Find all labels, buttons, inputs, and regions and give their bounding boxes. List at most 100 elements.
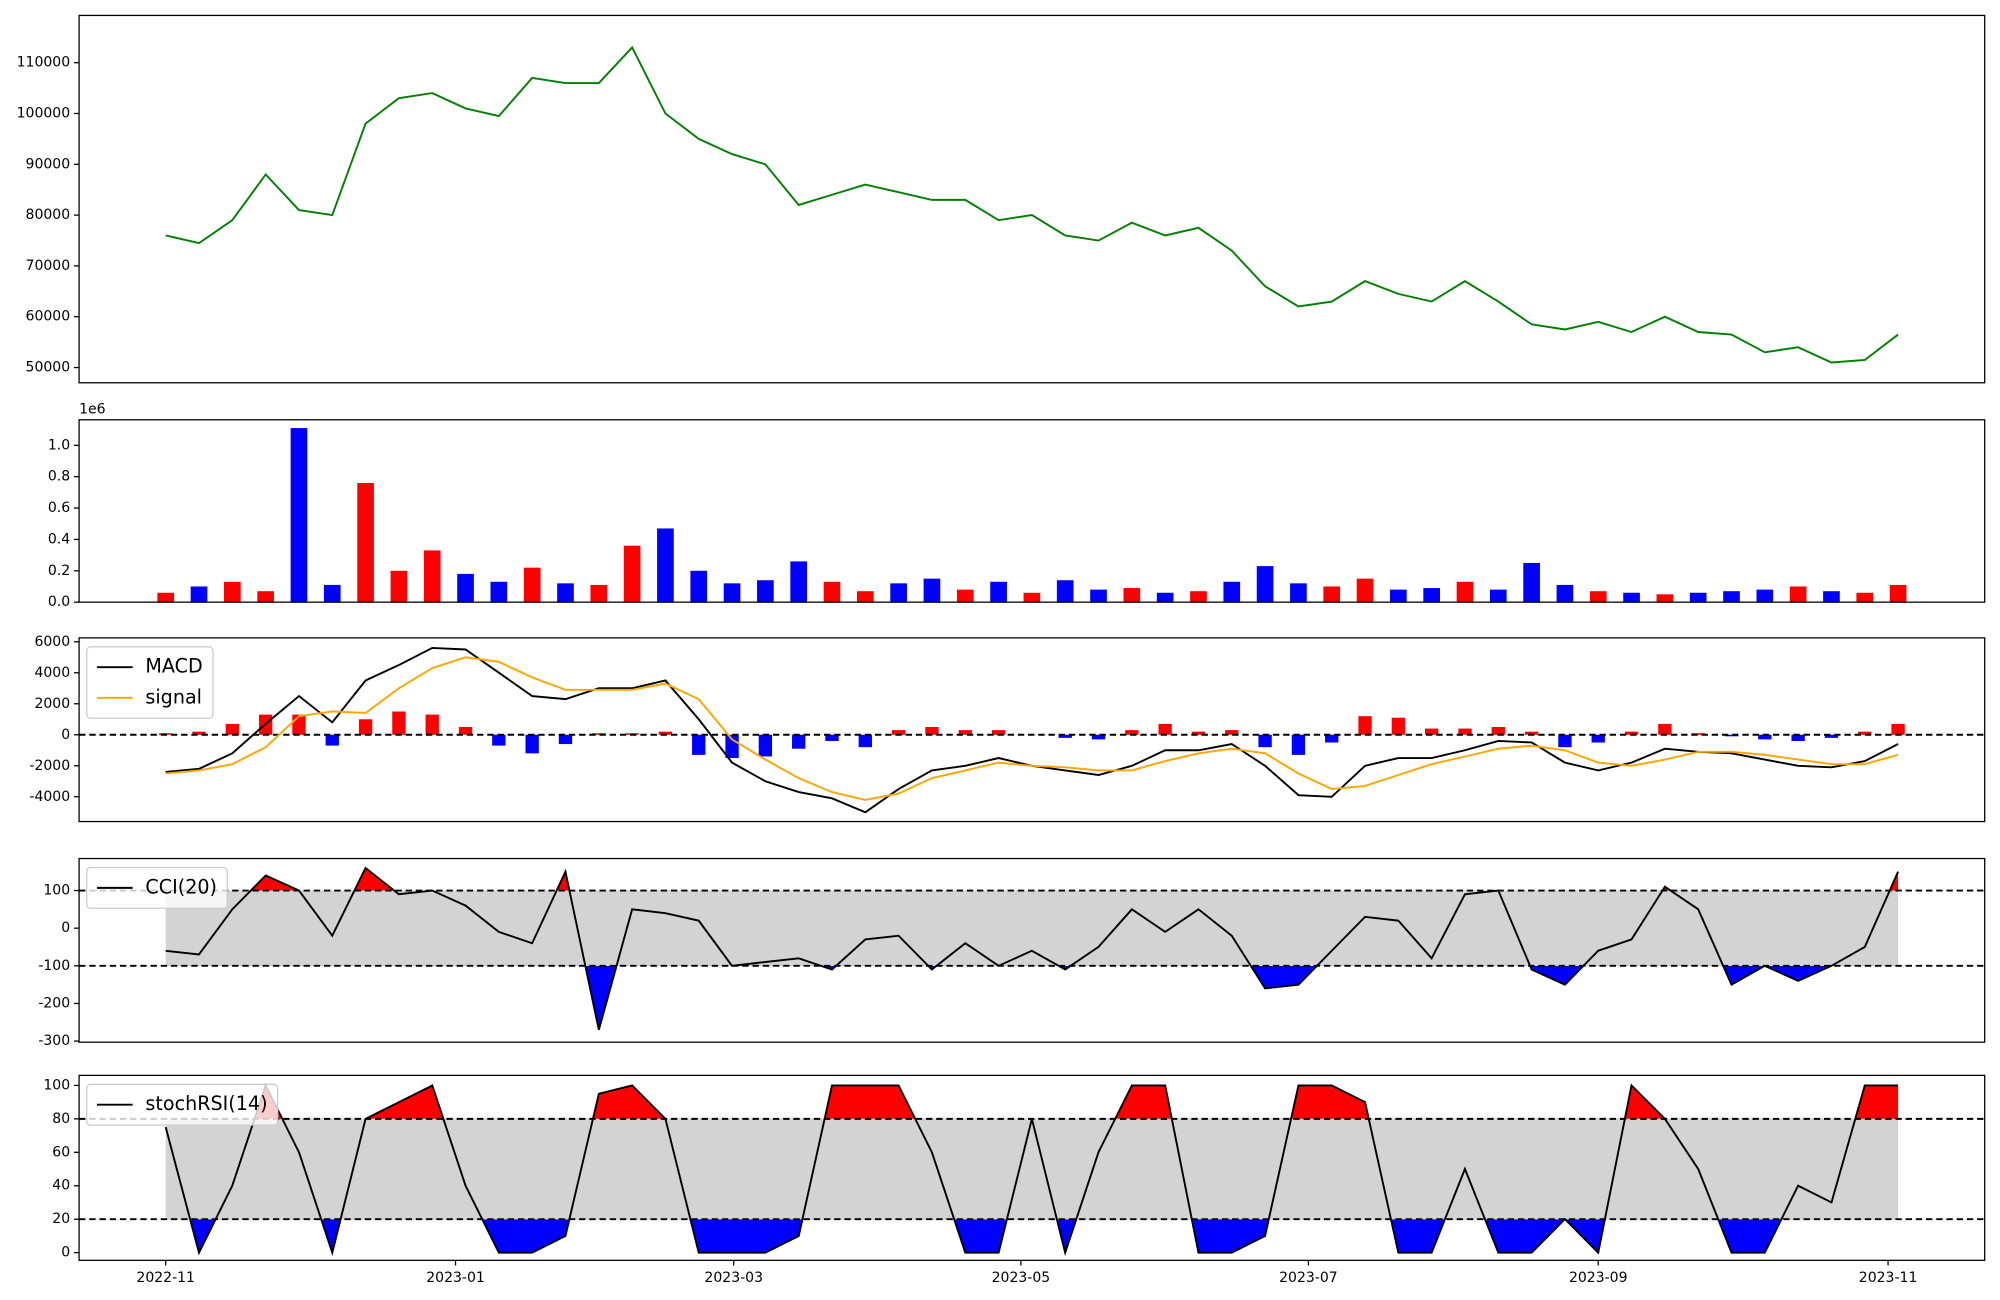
axes-frame bbox=[78, 1074, 1986, 1261]
histogram-bar bbox=[392, 711, 406, 735]
volume-bar bbox=[1523, 562, 1540, 603]
volume-bar bbox=[1856, 592, 1874, 603]
volume-bar bbox=[1290, 583, 1307, 603]
y-tick-label: 4000 bbox=[34, 665, 70, 681]
volume-bar bbox=[1190, 591, 1207, 603]
y-tick-label: -200 bbox=[38, 995, 70, 1011]
band-fill bbox=[165, 890, 1899, 966]
volume-bar bbox=[1323, 586, 1341, 603]
volume-bar bbox=[856, 591, 874, 603]
histogram-bar bbox=[1624, 731, 1639, 735]
histogram-bar bbox=[192, 731, 206, 735]
volume-bar bbox=[1489, 589, 1507, 603]
legend-box bbox=[86, 646, 214, 719]
volume-bar bbox=[1123, 588, 1141, 603]
volume-bar bbox=[1256, 566, 1274, 603]
histogram-bar bbox=[1391, 717, 1406, 735]
volume-bar bbox=[757, 580, 774, 603]
histogram-bar bbox=[558, 734, 573, 745]
volume-bar bbox=[1656, 594, 1674, 603]
x-tick-label: 2023-07 bbox=[1279, 1270, 1338, 1286]
y-tick-label: 6000 bbox=[34, 634, 70, 650]
panel: 0 20 40 60 80 100 2022-11 2023-01 2023-03 2023-05… bbox=[43, 1074, 1986, 1286]
histogram-bar bbox=[1791, 734, 1805, 741]
histogram-bar bbox=[958, 730, 972, 735]
histogram-bar bbox=[758, 734, 773, 757]
legend-box bbox=[86, 1083, 279, 1126]
x-tick-label: 2022-11 bbox=[136, 1270, 195, 1286]
histogram-bar bbox=[891, 730, 906, 735]
histogram-bar bbox=[525, 734, 539, 754]
histogram-bar bbox=[1658, 723, 1672, 735]
volume-bar bbox=[956, 589, 974, 603]
histogram-bar bbox=[991, 730, 1006, 735]
volume-bar bbox=[590, 584, 608, 603]
y-tick-label: -300 bbox=[38, 1033, 70, 1049]
volume-bar bbox=[1356, 578, 1374, 603]
volume-bar bbox=[1689, 592, 1707, 603]
volume-bar bbox=[1889, 584, 1907, 603]
histogram-bar bbox=[1191, 731, 1206, 735]
volume-bar bbox=[390, 570, 408, 603]
x-tick-label: 2023-09 bbox=[1569, 1270, 1628, 1286]
y-tick-label: 60000 bbox=[26, 309, 71, 325]
histogram-bar bbox=[1091, 734, 1106, 740]
panel: 50000 60000 70000 80000 90000 100000 110000 bbox=[17, 14, 1986, 384]
histogram-bar bbox=[1858, 731, 1872, 735]
y-tick-label: 0.4 bbox=[48, 531, 70, 547]
histogram-bar bbox=[1724, 734, 1739, 737]
indicator-line bbox=[165, 866, 1899, 1031]
volume-bar bbox=[190, 586, 208, 603]
y-tick-label: 100 bbox=[43, 883, 70, 899]
volume-bar bbox=[357, 482, 374, 603]
panel: 0.0 0.2 0.4 0.6 0.8 1.0 1e6 bbox=[48, 402, 1986, 610]
axes-frame bbox=[78, 637, 1986, 823]
histogram-bar bbox=[1325, 734, 1339, 743]
volume-bar bbox=[990, 581, 1007, 603]
histogram-bar bbox=[1591, 734, 1605, 743]
histogram-bar bbox=[1358, 716, 1372, 735]
volume-bar bbox=[690, 570, 708, 603]
y-tick-label: 50000 bbox=[26, 360, 71, 376]
y-tick-label: 80 bbox=[52, 1111, 70, 1127]
indicator-line bbox=[164, 1082, 1899, 1257]
volume-bar bbox=[1823, 591, 1840, 603]
band-fill bbox=[165, 1118, 1899, 1220]
volume-bar bbox=[790, 561, 808, 603]
y-tick-label: 0.2 bbox=[48, 563, 70, 579]
above-fill bbox=[254, 1085, 1899, 1119]
histogram-bar bbox=[492, 734, 506, 746]
histogram-bar bbox=[1458, 728, 1472, 735]
axes-frame bbox=[78, 857, 1986, 1043]
volume-bar bbox=[457, 573, 474, 603]
y-tick-label: 0 bbox=[61, 727, 70, 743]
histogram-bar bbox=[858, 734, 872, 748]
histogram-bar bbox=[658, 731, 673, 735]
volume-bar bbox=[1456, 581, 1474, 603]
y-tick-label: 110000 bbox=[17, 55, 71, 71]
histogram-bar bbox=[1225, 730, 1239, 735]
y-tick-label: -2000 bbox=[29, 758, 70, 774]
volume-bar bbox=[224, 581, 241, 603]
y-tick-label: 0 bbox=[61, 1245, 70, 1261]
y-tick-label: 0.8 bbox=[48, 469, 70, 485]
histogram-bar bbox=[1758, 734, 1772, 740]
x-tick-label: 2023-03 bbox=[704, 1270, 763, 1286]
histogram-bar bbox=[425, 714, 439, 735]
volume-bar bbox=[1556, 584, 1574, 603]
offset-label: 1e6 bbox=[79, 402, 106, 418]
y-tick-label: 0 bbox=[61, 920, 70, 936]
volume-bar bbox=[1589, 591, 1607, 603]
y-tick-label: 0.0 bbox=[48, 594, 70, 610]
volume-bar bbox=[890, 583, 907, 603]
indicator-line bbox=[165, 656, 1899, 801]
histogram-bar bbox=[1491, 727, 1505, 735]
histogram-bar bbox=[692, 734, 706, 755]
y-tick-label: 20 bbox=[52, 1211, 70, 1227]
volume-bar bbox=[290, 428, 308, 603]
histogram-bar bbox=[1258, 734, 1272, 748]
histogram-bar bbox=[1891, 723, 1905, 735]
y-tick-label: 40 bbox=[52, 1178, 70, 1194]
volume-bar bbox=[657, 528, 674, 603]
